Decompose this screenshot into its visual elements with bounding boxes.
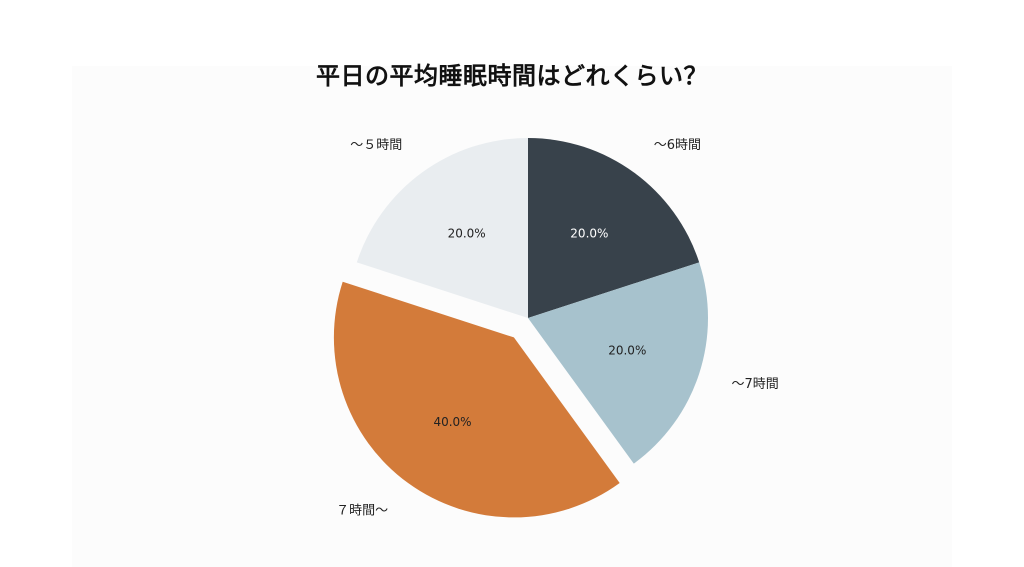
slice-category-label: ７時間～ bbox=[336, 504, 388, 519]
slice-category-label: ～7時間 bbox=[732, 377, 779, 392]
pie-slice bbox=[333, 281, 620, 518]
pie-slice bbox=[528, 138, 700, 318]
slice-percent-label: 40.0% bbox=[433, 415, 471, 429]
slice-category-label: ～6時間 bbox=[654, 138, 701, 153]
slice-percent-label: 20.0% bbox=[570, 227, 608, 241]
pie-slice bbox=[528, 262, 708, 464]
chart-title: 平日の平均睡眠時間はどれくらい？ bbox=[316, 62, 708, 90]
slice-percent-label: 20.0% bbox=[608, 343, 646, 357]
slice-category-label: ～５時間 bbox=[350, 138, 402, 153]
slice-percent-label: 20.0% bbox=[448, 227, 486, 241]
pie-slice bbox=[356, 138, 528, 318]
